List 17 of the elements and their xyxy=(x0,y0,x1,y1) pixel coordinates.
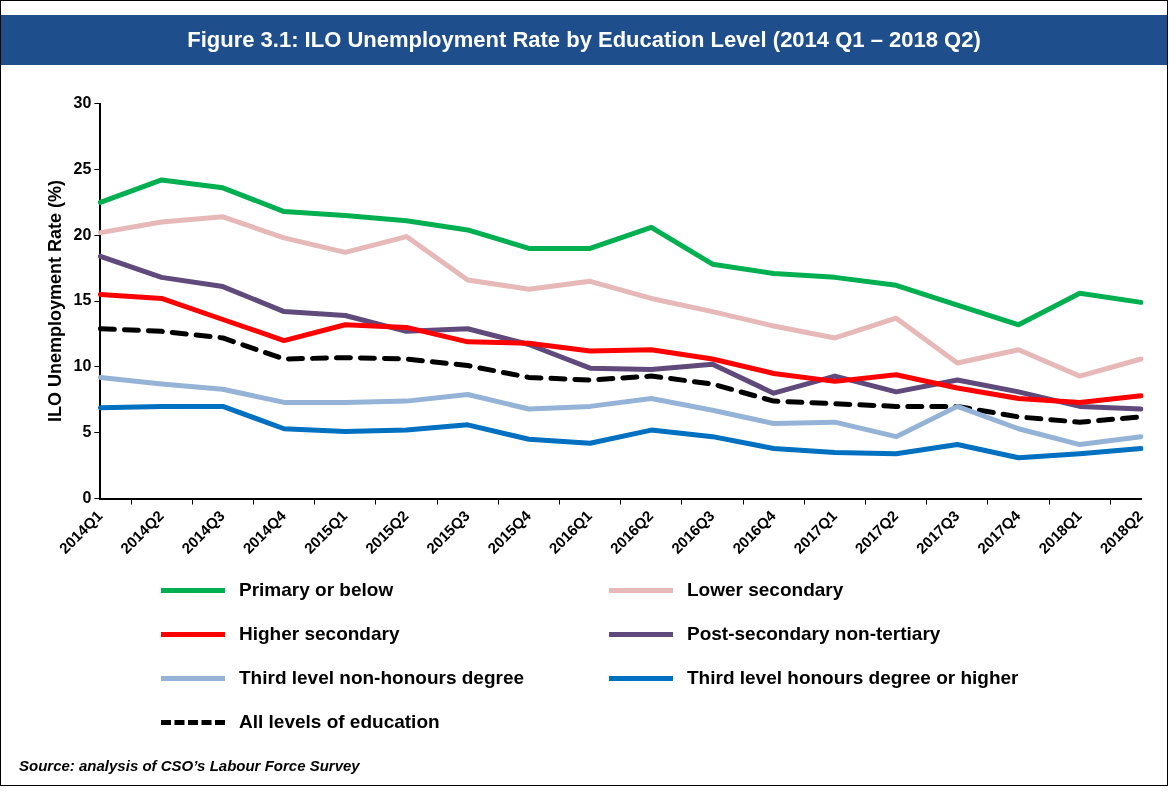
legend-label: Third level non-honours degree xyxy=(239,667,525,689)
legend-label: All levels of education xyxy=(239,711,440,733)
chart-title: Figure 3.1: ILO Unemployment Rate by Education Level (2014 Q1 – 2018 Q2) xyxy=(1,15,1167,65)
y-tick-label: 0 xyxy=(82,488,92,506)
y-tick-label: 5 xyxy=(82,423,92,441)
legend-label: Lower secondary xyxy=(687,579,844,601)
source-note: Source: analysis of CSO’s Labour Force Survey xyxy=(19,757,360,774)
legend-label: Third level honours degree or higher xyxy=(687,667,1019,689)
legend-label: Higher secondary xyxy=(239,623,400,645)
legend-label: Primary or below xyxy=(239,579,394,601)
y-axis-title: ILO Unemployment Rate (%) xyxy=(44,180,65,423)
legend-label: Post-secondary non-tertiary xyxy=(687,623,941,645)
y-tick-label: 15 xyxy=(73,291,92,309)
y-tick-label: 20 xyxy=(73,225,92,243)
y-tick-label: 30 xyxy=(73,94,92,112)
y-tick-label: 10 xyxy=(73,357,92,375)
y-tick-label: 25 xyxy=(73,159,92,177)
